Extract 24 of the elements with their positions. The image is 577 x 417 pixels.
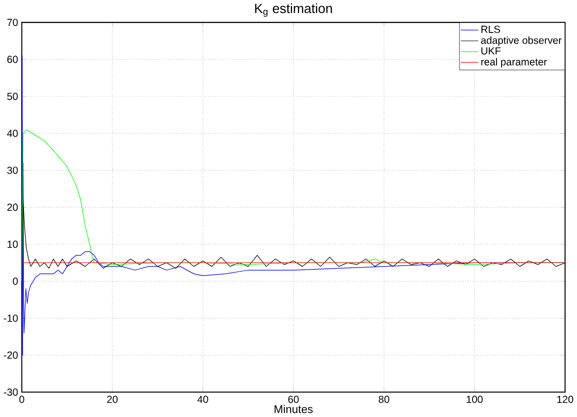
x-tick-label: 60 bbox=[288, 396, 299, 404]
y-tick-label: 10 bbox=[8, 240, 18, 248]
y-tick-label: 60 bbox=[7, 56, 18, 64]
legend-label: RLS bbox=[481, 26, 500, 34]
y-tick-label: 30 bbox=[7, 166, 18, 174]
legend-label: real parameter bbox=[481, 58, 547, 68]
y-tick-label: -10 bbox=[4, 314, 18, 322]
y-tick-label: 40 bbox=[7, 130, 18, 138]
legend-label: adaptive observer bbox=[481, 36, 562, 46]
y-tick-label: 70 bbox=[7, 19, 18, 26]
chart-title: K$_{g}$ estimation bbox=[255, 4, 332, 18]
y-tick-label: 0 bbox=[12, 278, 18, 286]
legend-label: UKF bbox=[481, 48, 501, 55]
x-tick-label: 20 bbox=[107, 396, 118, 404]
x-tick-label: 80 bbox=[378, 396, 390, 404]
x-tick-label: 0 bbox=[19, 396, 24, 404]
y-tick-label: 50 bbox=[7, 93, 18, 100]
y-tick-label: -20 bbox=[4, 352, 18, 360]
x-tick-label: 40 bbox=[197, 396, 208, 404]
y-tick-label: 20 bbox=[7, 204, 18, 212]
x-tick-label: 120 bbox=[557, 396, 574, 404]
x-tick-label: 100 bbox=[466, 396, 483, 404]
x-axis-title: Minutes bbox=[274, 405, 313, 414]
y-tick-label: -30 bbox=[4, 388, 18, 396]
